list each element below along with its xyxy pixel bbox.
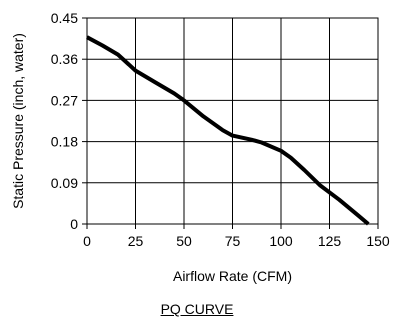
x-tick-label: 150 xyxy=(366,233,390,249)
pq-curve-line xyxy=(86,35,370,226)
x-tick-label: 75 xyxy=(225,233,241,249)
y-tick-label: 0.36 xyxy=(51,51,78,67)
x-tick-label: 50 xyxy=(176,233,192,249)
grid xyxy=(86,17,379,225)
y-tick-label: 0 xyxy=(70,216,78,232)
x-tick-label: 0 xyxy=(83,233,91,249)
x-tick-label: 125 xyxy=(318,233,342,249)
caption-text: PQ CURVE xyxy=(160,301,234,317)
x-tick-label: 25 xyxy=(128,233,144,249)
axis-ticks: 0 25 50 75 100 125 150 0 0.09 0.18 0.27 0.36 0.45 xyxy=(51,10,390,249)
x-axis-title: Airflow Rate (CFM) xyxy=(173,268,292,284)
y-tick-label: 0.45 xyxy=(51,10,78,26)
series-layer xyxy=(86,35,370,226)
x-tick-label: 100 xyxy=(269,233,293,249)
y-tick-label: 0.27 xyxy=(51,92,78,108)
y-axis-title: Static Pressure (inch, water) xyxy=(10,33,26,209)
chart-caption: PQ CURVE xyxy=(0,301,394,317)
y-tick-label: 0.18 xyxy=(51,134,78,150)
y-tick-label: 0.09 xyxy=(51,175,78,191)
